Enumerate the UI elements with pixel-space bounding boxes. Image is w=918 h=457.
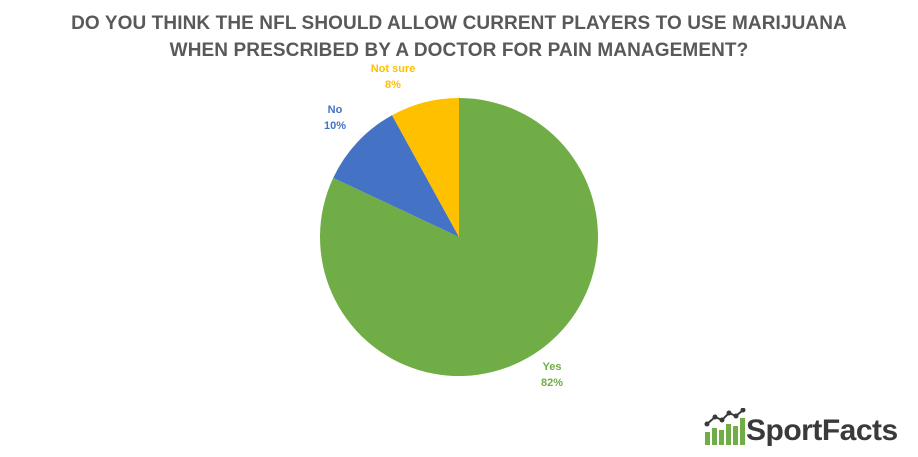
slice-label-not-sure: Not sure xyxy=(371,63,416,75)
slice-value-no: 10% xyxy=(324,120,346,132)
sportfacts-logo: SportFacts xyxy=(703,408,913,454)
slice-label-no: No xyxy=(328,104,343,116)
pie-data-labels: Yes 82% No 10% Not sure 8% xyxy=(324,63,563,389)
bar-chart-with-trend-line-icon xyxy=(704,408,746,445)
chart-title: DO YOU THINK THE NFL SHOULD ALLOW CURREN… xyxy=(0,10,918,64)
pie-slice-yes xyxy=(320,98,599,376)
slice-value-yes: 82% xyxy=(541,377,563,389)
chart-title-line-1: DO YOU THINK THE NFL SHOULD ALLOW CURREN… xyxy=(71,13,847,34)
slice-value-not-sure: 8% xyxy=(385,79,401,91)
pie-slice-not-sure xyxy=(392,98,459,237)
pie-slices xyxy=(320,98,599,376)
chart-title-line-2: WHEN PRESCRIBED BY A DOCTOR FOR PAIN MAN… xyxy=(169,40,749,61)
pie-slice-no xyxy=(333,115,459,237)
slice-label-yes: Yes xyxy=(543,361,562,373)
brand-name: SportFacts xyxy=(746,414,898,447)
